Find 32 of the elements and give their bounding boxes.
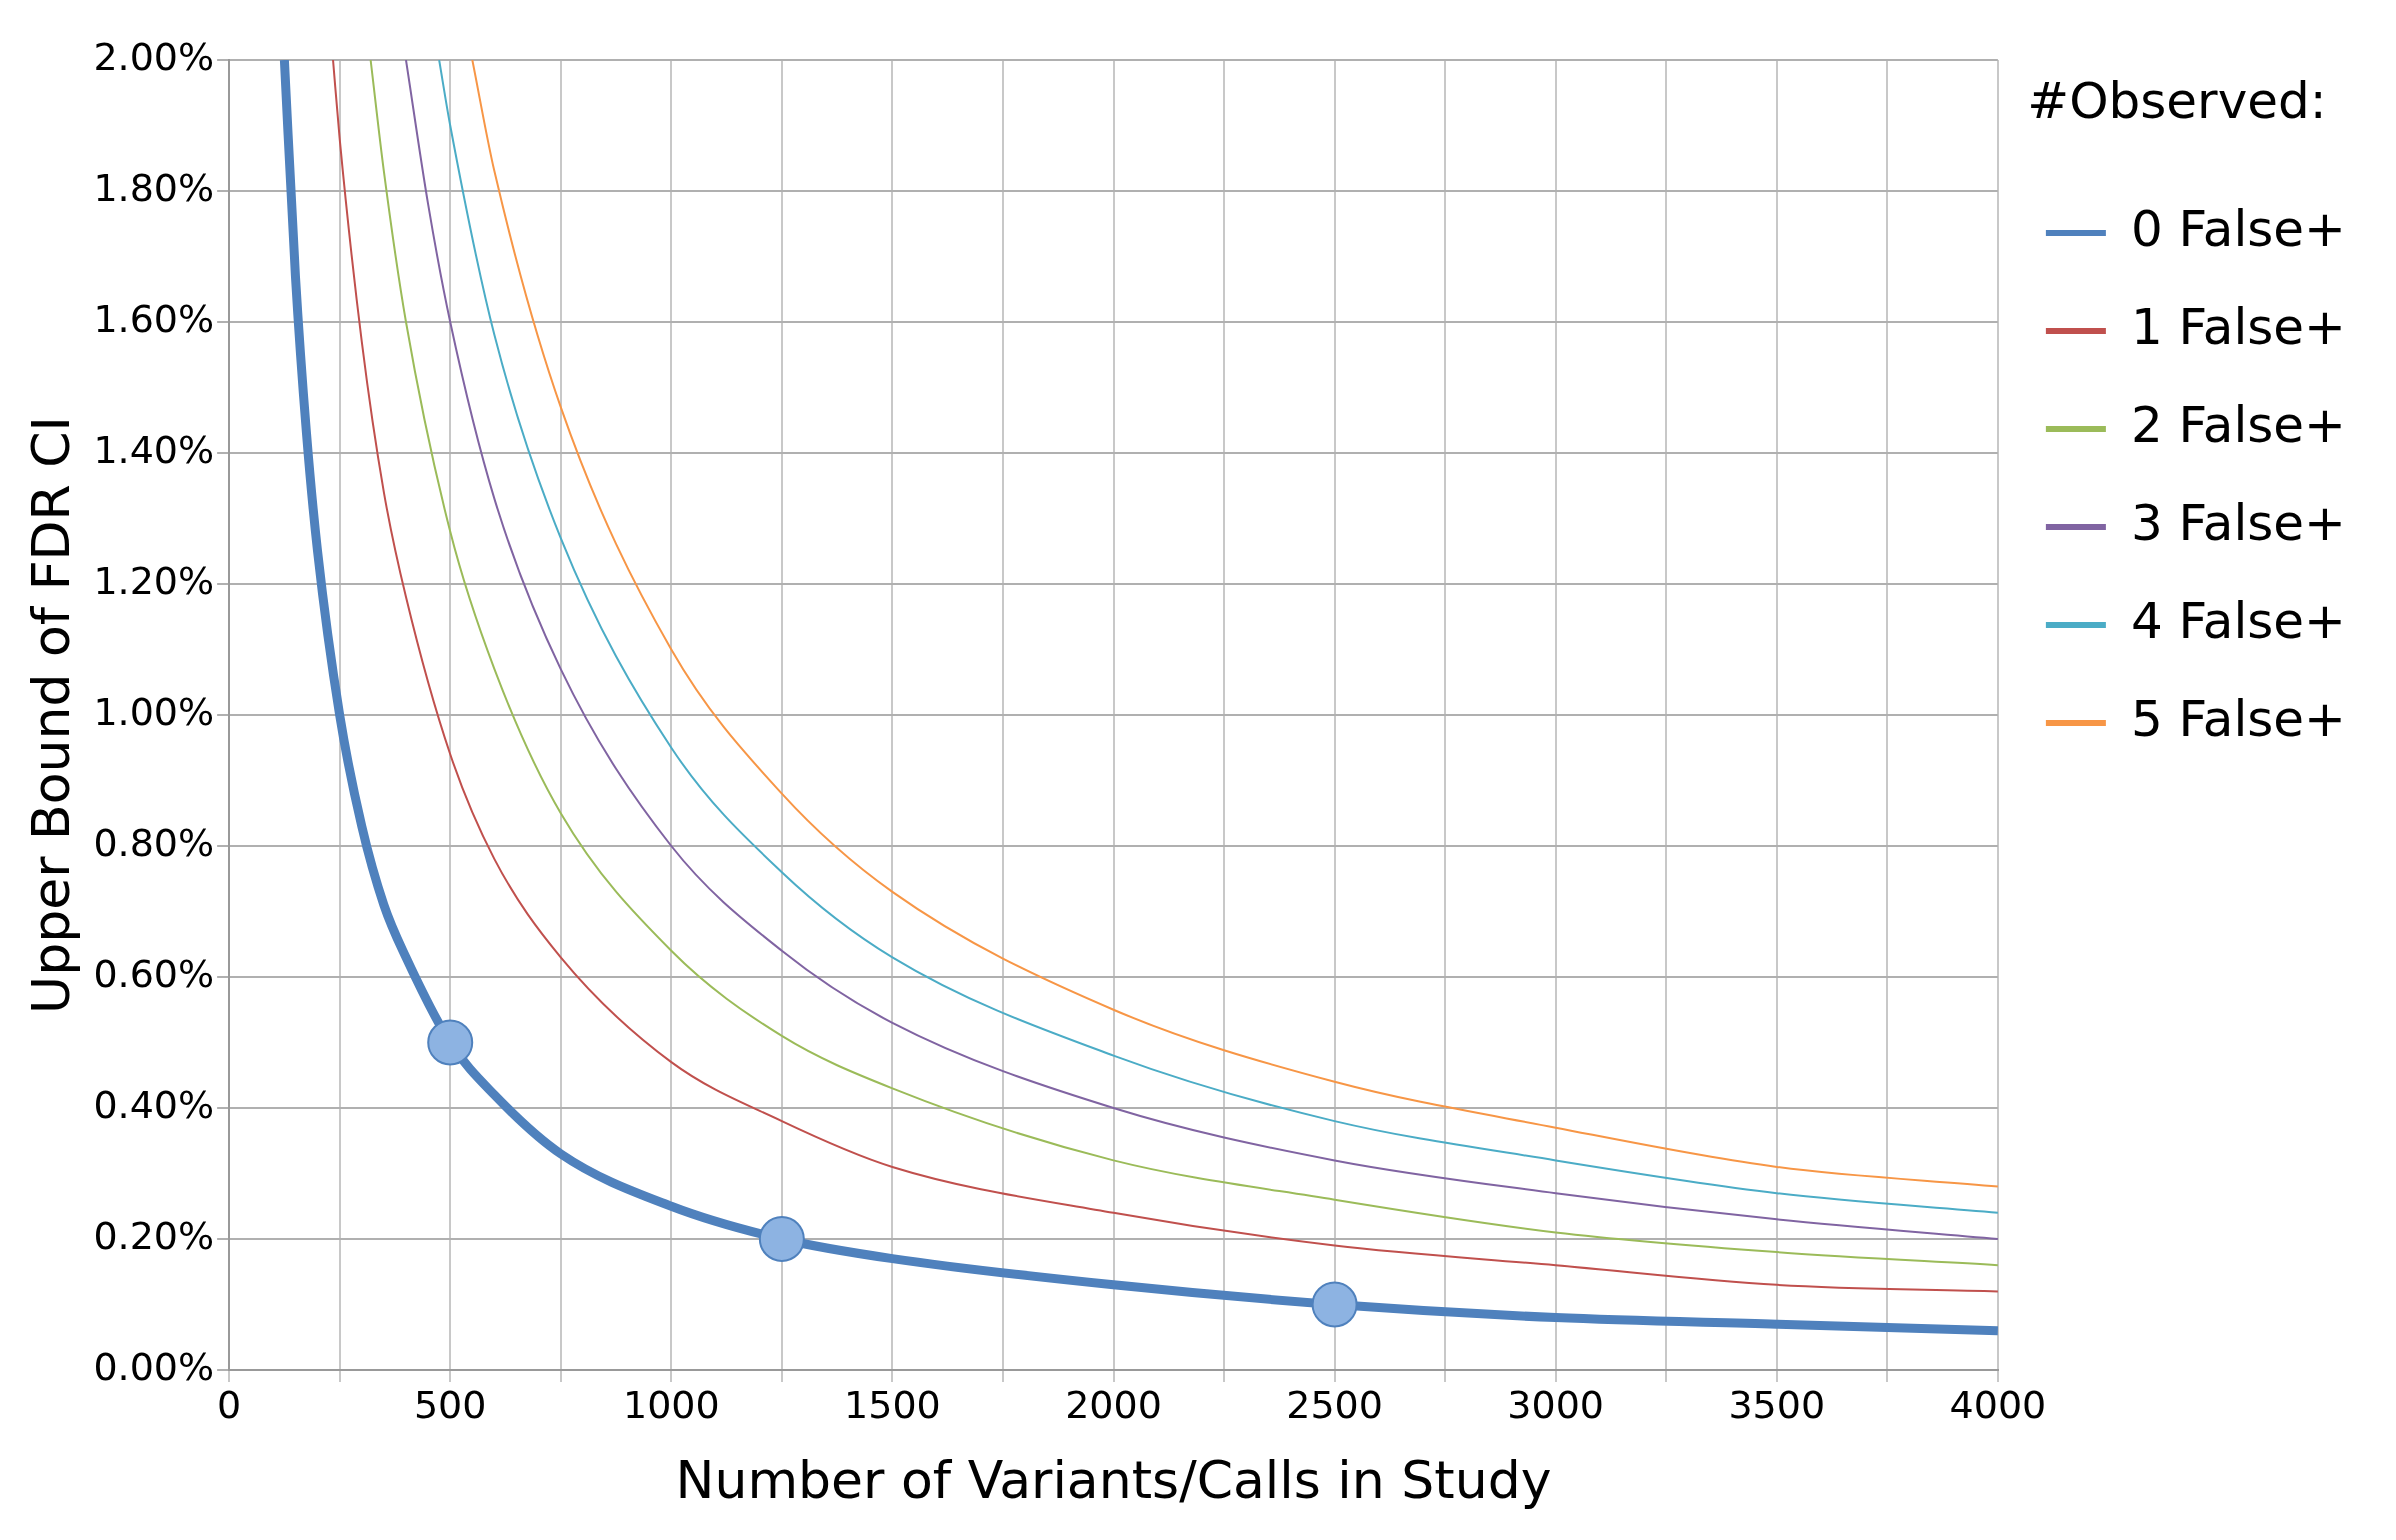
y-tick-label: 0.40% xyxy=(93,1082,215,1127)
legend-label: 0 False+ xyxy=(2130,199,2347,258)
y-tick-label: 2.00% xyxy=(93,34,215,79)
x-tick-label: 1500 xyxy=(844,1382,941,1427)
y-tick-label: 0.20% xyxy=(93,1213,215,1258)
x-tick-label: 500 xyxy=(413,1382,487,1427)
legend-label: 1 False+ xyxy=(2130,297,2347,356)
x-tick-label: 0 xyxy=(217,1382,242,1427)
y-tick-label: 0.00% xyxy=(93,1344,215,1389)
legend-label: 4 False+ xyxy=(2130,591,2347,650)
y-tick-label: 1.40% xyxy=(93,427,215,472)
legend-label: 5 False+ xyxy=(2130,689,2347,748)
legend-label: 2 False+ xyxy=(2130,395,2347,454)
y-tick-label: 1.60% xyxy=(93,296,215,341)
point xyxy=(427,1019,474,1066)
y-tick-label: 0.80% xyxy=(93,820,215,865)
y-tick-label: 0.60% xyxy=(93,951,215,996)
x-tick-label: 3500 xyxy=(1728,1382,1826,1427)
x-axis-title: Number of Variants/Calls in Study xyxy=(675,1450,1552,1511)
point xyxy=(758,1216,805,1262)
y-axis-title: Upper Bound of FDR CI xyxy=(20,416,81,1014)
y-tick-label: 1.20% xyxy=(93,558,215,603)
x-tick-label: 1000 xyxy=(622,1382,720,1427)
point xyxy=(1311,1281,1358,1328)
x-tick-label: 3000 xyxy=(1507,1382,1605,1427)
x-tick-label: 2500 xyxy=(1286,1382,1383,1427)
legend-title: #Observed: xyxy=(2027,71,2327,130)
x-tick-label: 2000 xyxy=(1065,1382,1162,1427)
x-tick-label: 4000 xyxy=(1949,1382,2047,1427)
legend-label: 3 False+ xyxy=(2130,493,2347,552)
y-tick-label: 1.80% xyxy=(93,165,215,210)
y-tick-label: 1.00% xyxy=(93,689,215,734)
